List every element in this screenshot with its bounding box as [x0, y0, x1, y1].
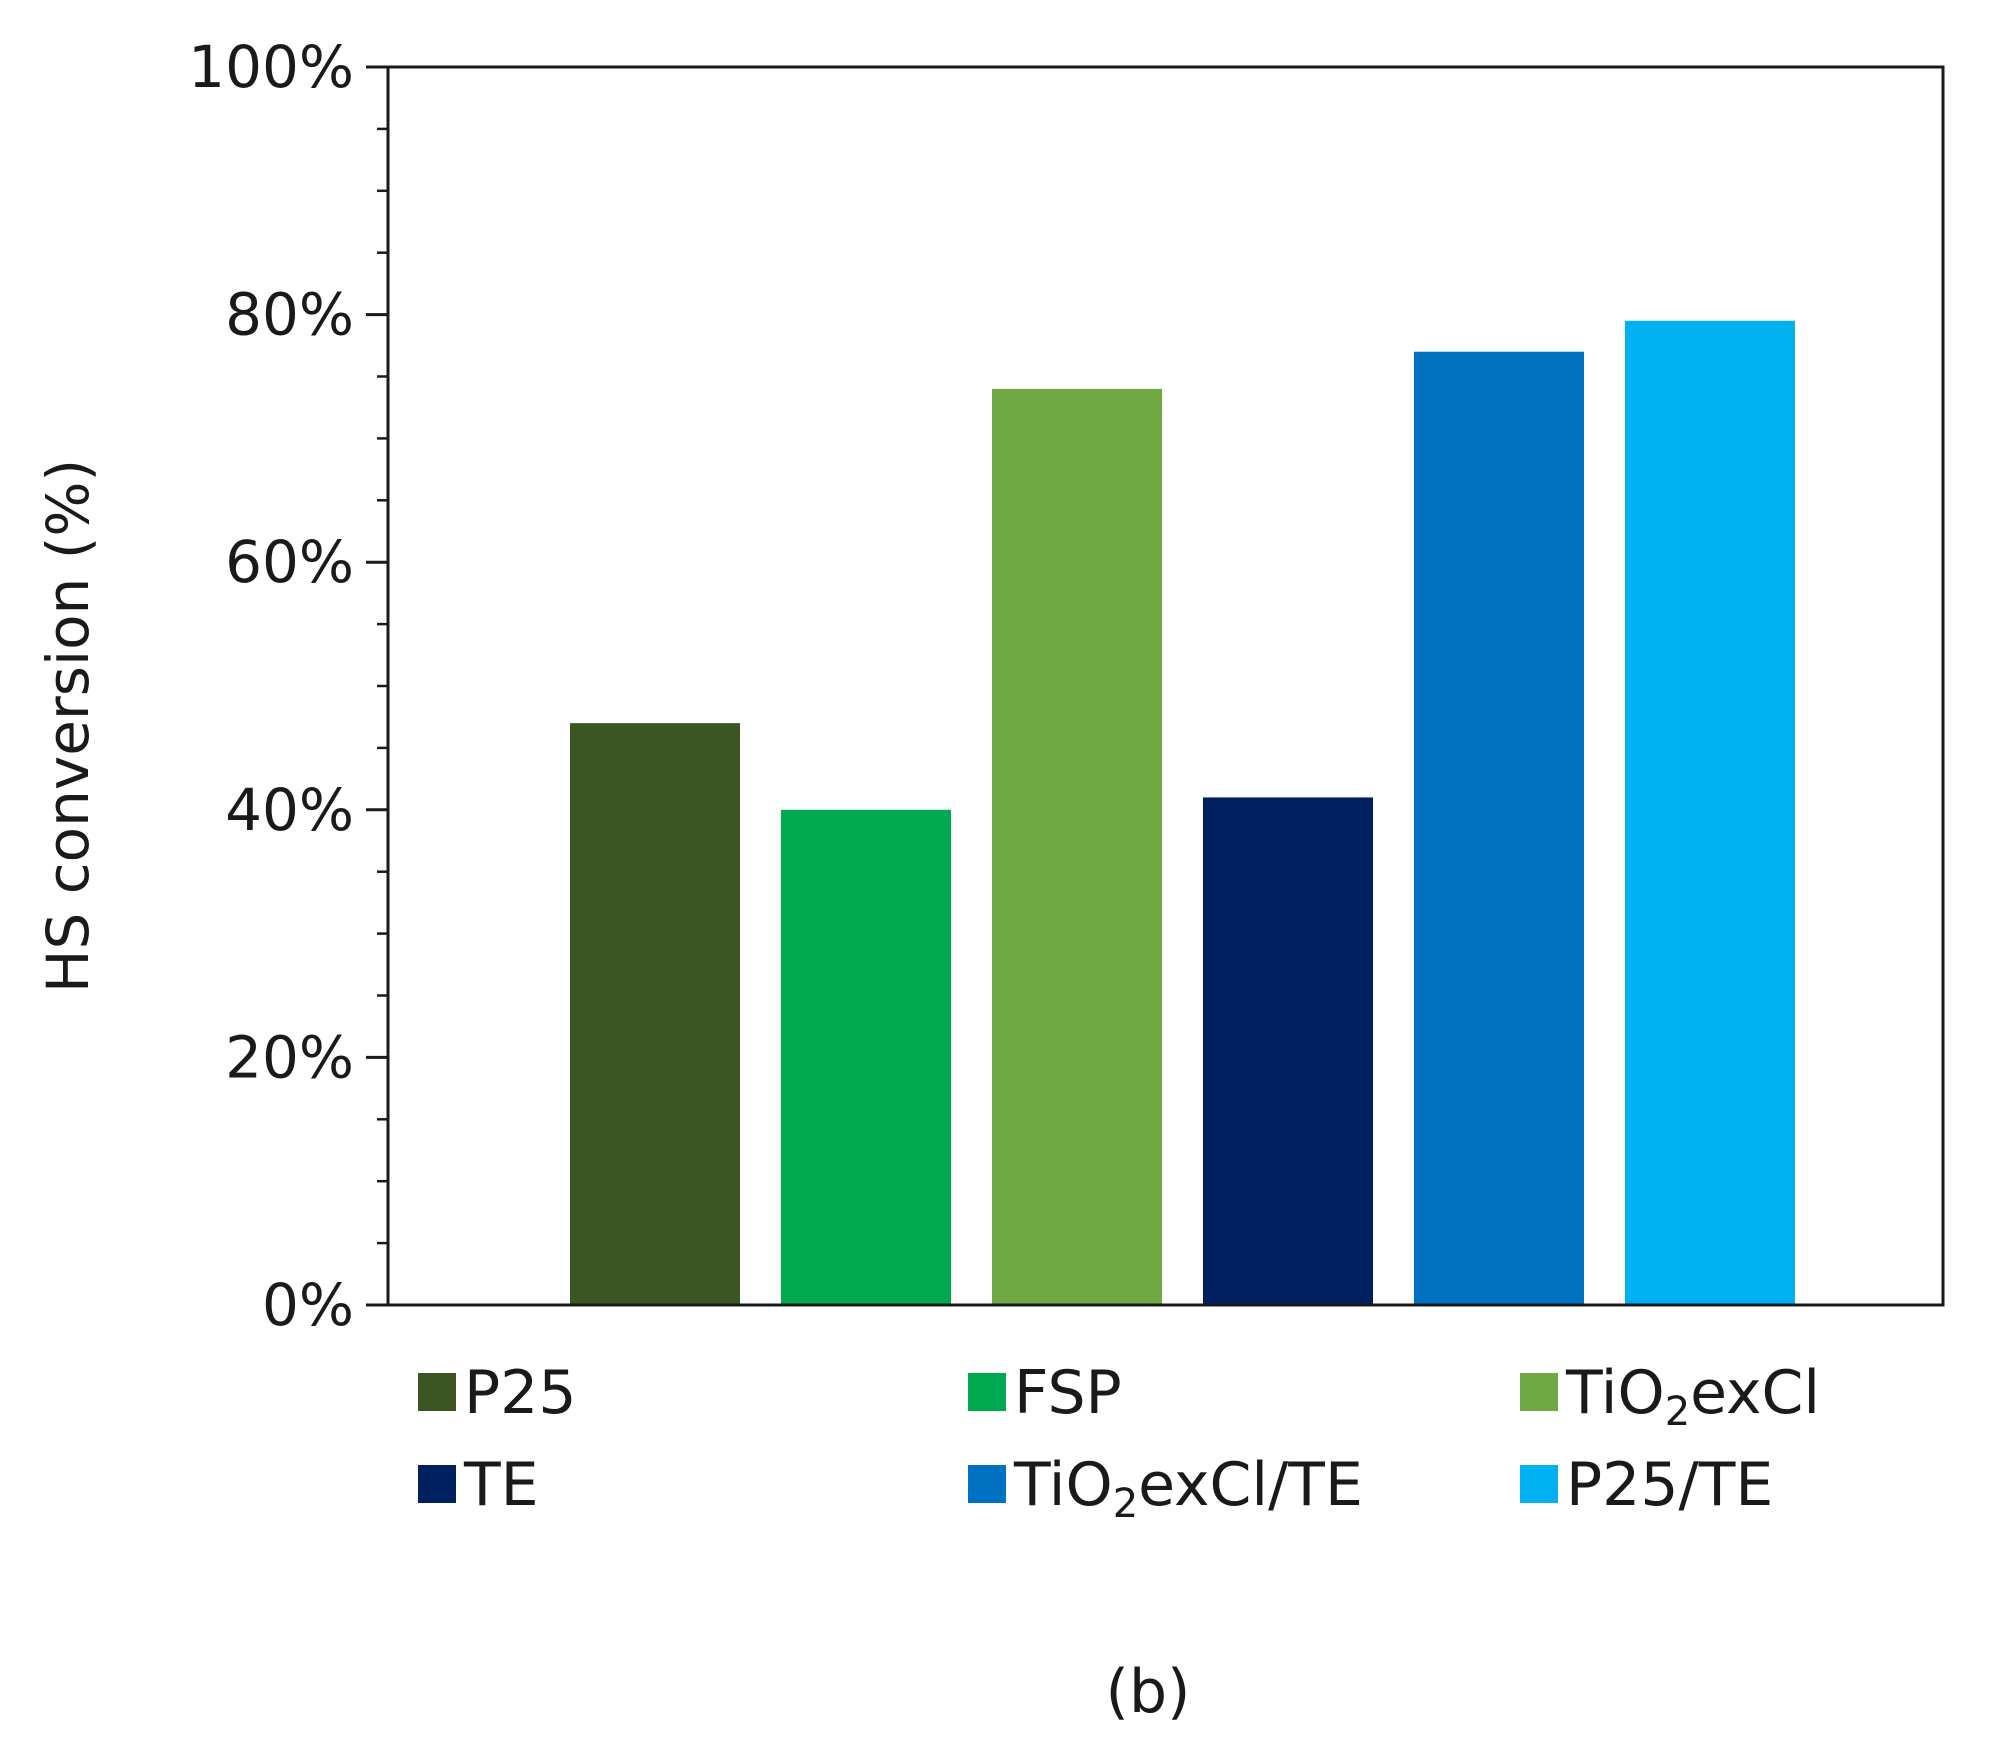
- bar-tio2excl-te: [1414, 351, 1584, 1305]
- figure-caption: (b): [1106, 1657, 1191, 1727]
- y-tick-label: 100%: [188, 33, 354, 101]
- legend-swatch: [418, 1465, 456, 1503]
- bar-p25-te: [1625, 320, 1795, 1305]
- y-tick-label: 60%: [225, 528, 354, 596]
- legend-swatch: [418, 1373, 456, 1411]
- bar-tio2excl: [992, 388, 1162, 1305]
- y-axis: 0% 20% 40% 60% 80% 100%: [188, 33, 388, 1339]
- legend-label: P25: [464, 1358, 577, 1428]
- legend-swatch: [1520, 1465, 1558, 1503]
- legend-label: FSP: [1014, 1358, 1122, 1428]
- legend-swatch: [968, 1373, 1006, 1411]
- legend-label: TiO2exCl/TE: [1013, 1450, 1363, 1527]
- y-tick-label: 40%: [225, 776, 354, 844]
- bar-fsp: [781, 809, 951, 1305]
- bars-group: [570, 320, 1795, 1305]
- legend-label: TE: [463, 1450, 539, 1520]
- legend-swatch: [1520, 1373, 1558, 1411]
- y-axis-title: HS conversion (%): [34, 459, 102, 993]
- legend-label: P25/TE: [1566, 1450, 1773, 1520]
- y-tick-label: 20%: [225, 1023, 354, 1091]
- legend: P25 FSP TiO2exCl TE TiO2exCl/TE P25/TE: [418, 1358, 1820, 1527]
- bar-p25: [570, 723, 740, 1305]
- bar-te: [1203, 797, 1373, 1305]
- legend-swatch: [968, 1465, 1006, 1503]
- y-tick-label: 80%: [225, 281, 354, 349]
- legend-label: TiO2exCl: [1565, 1358, 1820, 1435]
- y-tick-label: 0%: [262, 1271, 354, 1339]
